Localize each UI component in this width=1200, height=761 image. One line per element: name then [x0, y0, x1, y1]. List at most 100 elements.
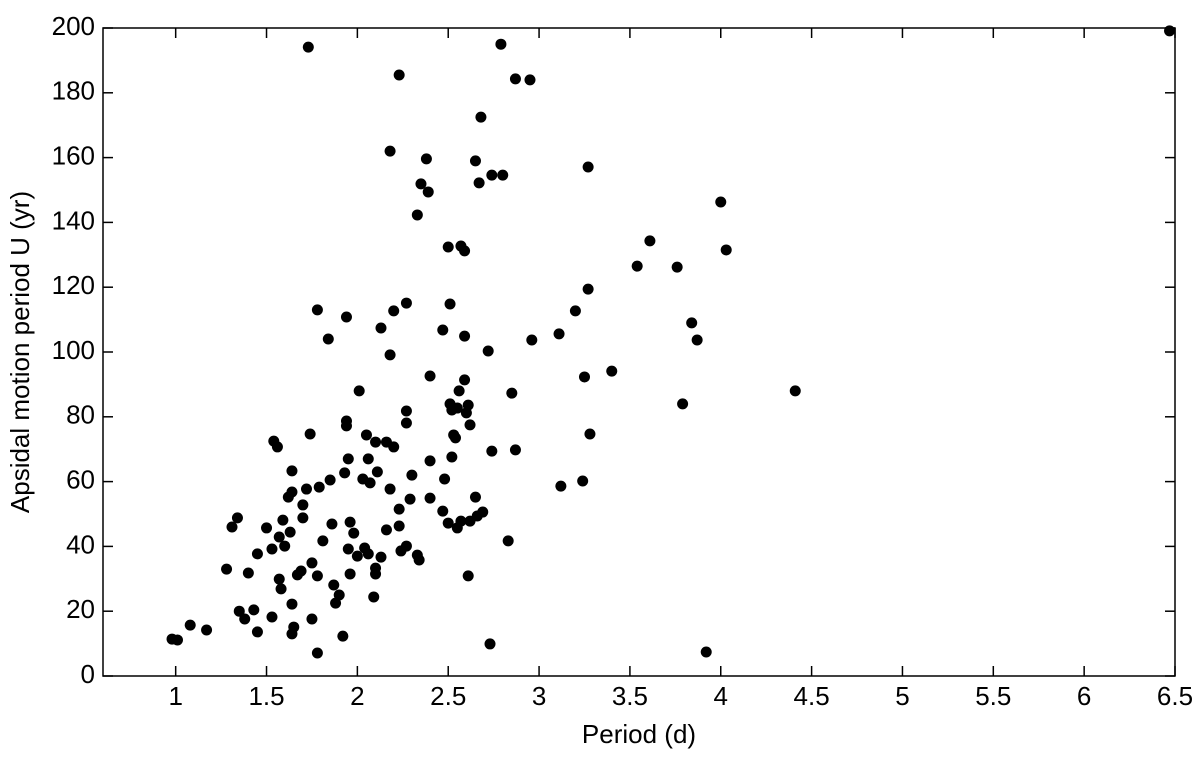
point	[677, 398, 689, 410]
point	[442, 241, 454, 253]
point	[451, 402, 463, 414]
point	[277, 514, 289, 526]
point	[477, 506, 489, 518]
point	[700, 646, 712, 658]
point	[284, 526, 296, 538]
point	[400, 405, 412, 417]
point	[606, 365, 618, 377]
point	[439, 473, 451, 485]
point	[304, 428, 316, 440]
point	[569, 305, 581, 317]
point	[715, 196, 727, 208]
point	[631, 260, 643, 272]
x-tick-label: 6.5	[1157, 681, 1193, 711]
point	[340, 420, 352, 432]
point	[306, 613, 318, 625]
point	[344, 516, 356, 528]
point	[506, 387, 518, 399]
point	[469, 491, 481, 503]
point	[288, 621, 300, 633]
y-tick-label: 40	[66, 529, 95, 559]
point	[311, 570, 323, 582]
point	[469, 155, 481, 167]
point	[526, 334, 538, 346]
point	[484, 638, 496, 650]
point	[400, 297, 412, 309]
point	[322, 333, 334, 345]
point	[344, 568, 356, 580]
x-tick-label: 1	[168, 681, 182, 711]
point	[464, 419, 476, 431]
point	[306, 557, 318, 569]
point	[413, 554, 425, 566]
point	[442, 517, 454, 529]
point	[371, 466, 383, 478]
point	[375, 551, 387, 563]
y-tick-label: 100	[52, 335, 95, 365]
point	[584, 428, 596, 440]
point	[400, 540, 412, 552]
y-tick-label: 0	[81, 659, 95, 689]
point	[455, 515, 467, 527]
point	[311, 647, 323, 659]
point	[333, 589, 345, 601]
point	[226, 521, 238, 533]
point	[353, 385, 365, 397]
point	[453, 385, 465, 397]
point	[495, 38, 507, 50]
y-tick-label: 80	[66, 400, 95, 430]
point	[273, 573, 285, 585]
point	[297, 512, 309, 524]
point	[266, 543, 278, 555]
point	[446, 451, 458, 463]
point	[524, 74, 536, 86]
point	[393, 520, 405, 532]
point	[286, 486, 298, 498]
x-tick-label: 4	[714, 681, 728, 711]
point	[380, 524, 392, 536]
point	[239, 613, 251, 625]
point	[184, 619, 196, 631]
point	[411, 209, 423, 221]
point	[317, 535, 329, 547]
point	[406, 469, 418, 481]
point	[486, 169, 498, 181]
point	[286, 465, 298, 477]
y-tick-label: 20	[66, 594, 95, 624]
point	[437, 324, 449, 336]
point	[248, 604, 260, 616]
point	[340, 311, 352, 323]
point	[351, 550, 363, 562]
point	[686, 317, 698, 329]
point	[1164, 25, 1176, 37]
point	[388, 305, 400, 317]
x-tick-label: 2	[350, 681, 364, 711]
point	[384, 483, 396, 495]
point	[462, 399, 474, 411]
point	[424, 492, 436, 504]
point	[578, 371, 590, 383]
point	[273, 531, 285, 543]
point	[720, 244, 732, 256]
y-tick-label: 120	[52, 270, 95, 300]
point	[324, 474, 336, 486]
point	[462, 570, 474, 582]
point	[388, 441, 400, 453]
point	[221, 563, 233, 575]
point	[384, 349, 396, 361]
point	[555, 480, 567, 492]
point	[348, 527, 360, 539]
point	[337, 630, 349, 642]
point	[342, 543, 354, 555]
point	[360, 429, 372, 441]
point	[370, 562, 382, 574]
point	[231, 512, 243, 524]
point	[577, 475, 589, 487]
point	[582, 283, 594, 295]
point	[486, 445, 498, 457]
y-tick-label: 200	[52, 11, 95, 41]
point	[671, 261, 683, 273]
y-tick-label: 180	[52, 76, 95, 106]
